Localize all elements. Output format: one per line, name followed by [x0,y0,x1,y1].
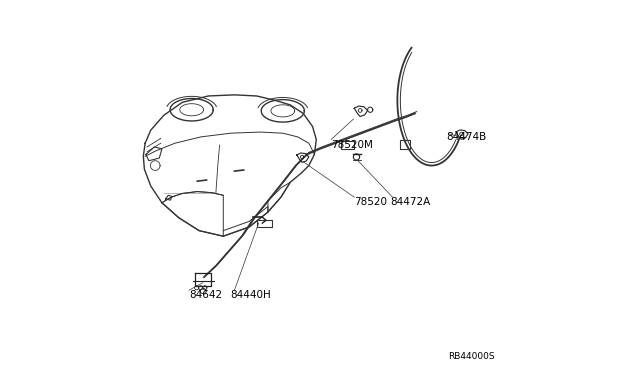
Text: 78520M: 78520M [331,140,373,150]
Text: 78520: 78520 [354,197,387,207]
Text: 84440H: 84440H [230,290,271,300]
Text: 84474B: 84474B [447,132,487,142]
Text: RB44000S: RB44000S [448,352,495,361]
Bar [341,141,354,149]
Text: 84642: 84642 [189,290,222,300]
Text: 84472A: 84472A [390,197,431,207]
Bar [257,220,271,227]
Bar [400,141,410,149]
